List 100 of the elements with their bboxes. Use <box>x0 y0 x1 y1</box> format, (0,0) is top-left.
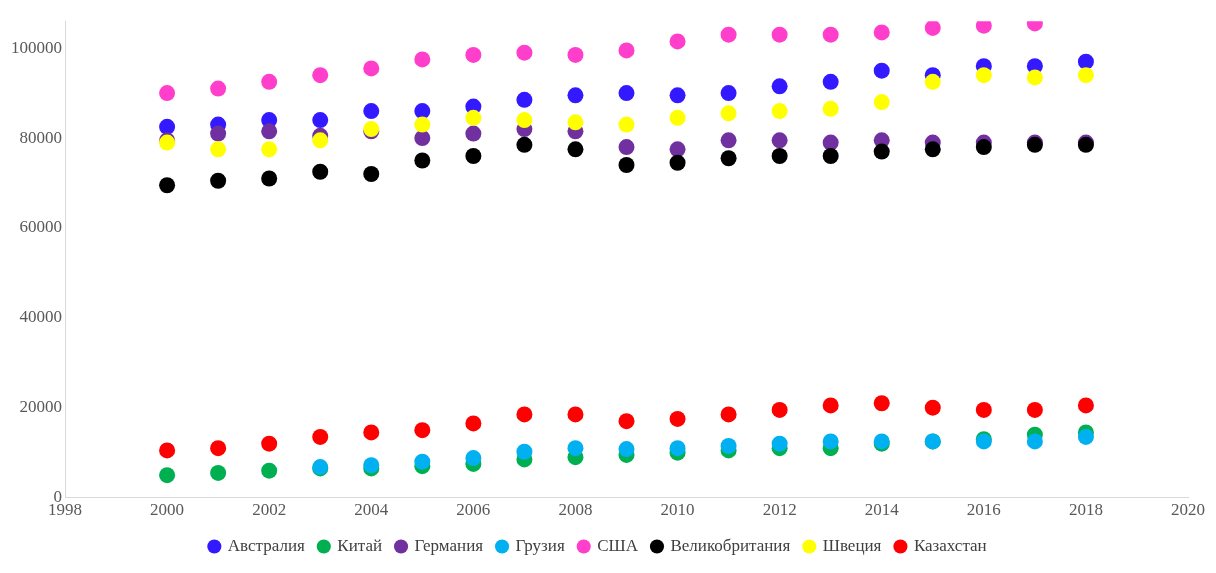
point <box>414 152 431 169</box>
point <box>669 410 686 427</box>
point <box>210 440 227 457</box>
point <box>159 177 176 194</box>
point <box>1026 69 1043 86</box>
point <box>363 424 380 441</box>
point <box>567 87 584 104</box>
point <box>669 141 686 158</box>
point <box>822 148 839 165</box>
legend-label: Великобритания <box>670 535 791 555</box>
point <box>210 172 227 189</box>
point <box>873 94 890 111</box>
point <box>312 163 329 180</box>
point <box>618 42 635 59</box>
point <box>618 157 635 174</box>
point <box>312 132 329 149</box>
point <box>720 105 737 122</box>
point <box>873 24 890 41</box>
point <box>924 73 941 90</box>
point <box>669 87 686 104</box>
point <box>618 116 635 133</box>
legend-label: Китай <box>337 535 383 555</box>
point <box>312 67 329 84</box>
y-tick-label: 40000 <box>19 307 62 327</box>
point <box>771 401 788 418</box>
point <box>516 443 533 460</box>
point <box>414 51 431 68</box>
point <box>414 116 431 133</box>
point <box>465 109 482 126</box>
point <box>1077 53 1094 70</box>
point <box>822 73 839 90</box>
point <box>1077 67 1094 84</box>
point <box>771 26 788 43</box>
x-tick-label: 2012 <box>762 500 797 520</box>
point <box>822 433 839 450</box>
point <box>465 450 482 467</box>
point <box>720 150 737 167</box>
point <box>465 415 482 432</box>
legend-label: Казахстан <box>913 535 987 555</box>
point <box>771 78 788 95</box>
x-tick-label: 2010 <box>660 500 695 520</box>
point <box>516 44 533 61</box>
point <box>720 132 737 149</box>
point <box>210 80 227 97</box>
x-tick-label: 2016 <box>966 500 1001 520</box>
point <box>924 399 941 416</box>
point <box>1026 401 1043 418</box>
point <box>414 453 431 470</box>
point <box>669 109 686 126</box>
point <box>261 170 278 187</box>
point <box>618 139 635 156</box>
point <box>363 60 380 77</box>
point <box>975 401 992 418</box>
point <box>720 437 737 454</box>
point <box>261 123 278 140</box>
point <box>159 118 176 135</box>
point <box>567 114 584 131</box>
point <box>159 467 176 484</box>
point <box>924 21 941 36</box>
x-tick-label: 2000 <box>150 500 185 520</box>
point <box>720 26 737 43</box>
point <box>618 85 635 102</box>
point <box>516 112 533 129</box>
point <box>771 435 788 452</box>
x-tick-label: 2018 <box>1068 500 1103 520</box>
y-tick-label: 60000 <box>19 217 62 237</box>
x-tick-label: 2014 <box>864 500 900 520</box>
point <box>771 148 788 165</box>
point <box>1077 397 1094 414</box>
legend-label: Австралия <box>227 535 305 555</box>
point <box>771 132 788 149</box>
point <box>414 103 431 120</box>
point <box>822 397 839 414</box>
point <box>210 125 227 142</box>
x-tick-label: 2002 <box>252 500 287 520</box>
legend-label: Грузия <box>515 535 565 555</box>
point <box>873 143 890 160</box>
y-tick-label: 100000 <box>11 37 62 57</box>
x-tick-label: 2006 <box>456 500 491 520</box>
point <box>822 100 839 117</box>
point <box>873 395 890 412</box>
point <box>414 422 431 439</box>
x-tick-label: 2004 <box>354 500 389 520</box>
point <box>822 26 839 43</box>
point <box>261 73 278 90</box>
point <box>363 103 380 120</box>
point <box>261 462 278 479</box>
point <box>159 85 176 102</box>
legend-label: США <box>597 535 639 555</box>
legend-label: Швеция <box>822 535 882 555</box>
point <box>669 33 686 50</box>
point <box>720 406 737 423</box>
point <box>465 148 482 165</box>
y-tick-label: 80000 <box>19 127 62 147</box>
point <box>975 139 992 156</box>
y-tick-label: 20000 <box>19 397 62 417</box>
point <box>669 440 686 457</box>
point <box>1026 433 1043 450</box>
point <box>924 141 941 158</box>
x-tick-label: 2020 <box>1171 500 1205 520</box>
